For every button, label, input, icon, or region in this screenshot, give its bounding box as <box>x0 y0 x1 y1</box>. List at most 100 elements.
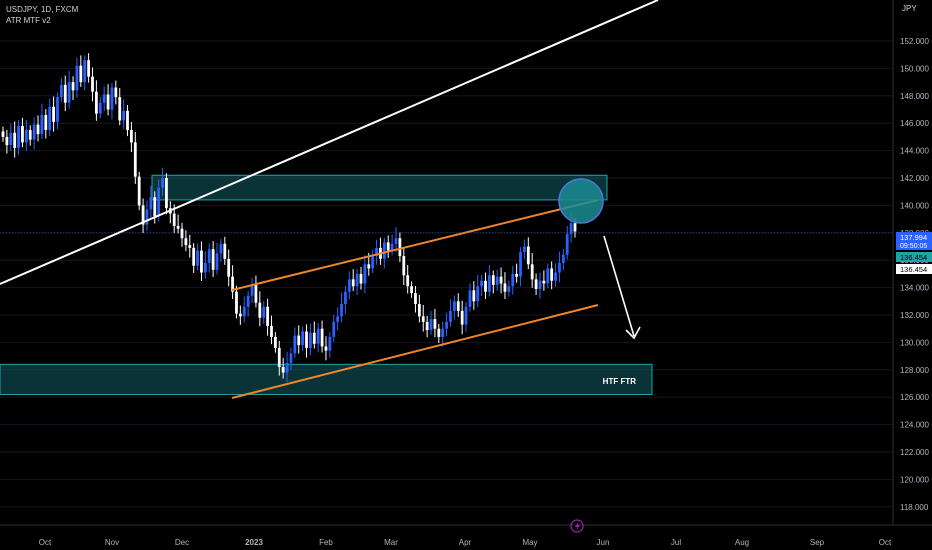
candle-body[interactable] <box>137 176 141 206</box>
candle-body[interactable] <box>153 197 157 217</box>
candle-body[interactable] <box>48 106 52 131</box>
candle-body[interactable] <box>79 65 83 83</box>
candle-body[interactable] <box>211 249 215 270</box>
candle-body[interactable] <box>126 110 129 131</box>
candle-body[interactable] <box>305 331 308 348</box>
candle-body[interactable] <box>523 246 526 252</box>
candle-body[interactable] <box>293 335 297 354</box>
candle-body[interactable] <box>503 283 507 292</box>
candle-body[interactable] <box>192 247 196 266</box>
candle-body[interactable] <box>203 262 207 273</box>
candle-body[interactable] <box>480 280 484 287</box>
candle-body[interactable] <box>110 87 114 110</box>
candle-body[interactable] <box>106 94 110 110</box>
candle-body[interactable] <box>28 130 32 140</box>
candle-body[interactable] <box>414 293 417 305</box>
candle-body[interactable] <box>359 273 363 284</box>
candle-body[interactable] <box>238 313 242 317</box>
candle-body[interactable] <box>250 284 254 296</box>
lightning-icon[interactable] <box>570 519 584 533</box>
candle-body[interactable] <box>355 273 359 287</box>
demand-zone[interactable] <box>0 363 653 395</box>
candle-body[interactable] <box>472 290 476 302</box>
candle-body[interactable] <box>363 264 367 284</box>
candle-body[interactable] <box>371 256 375 269</box>
candle-body[interactable] <box>277 347 281 368</box>
candle-body[interactable] <box>542 280 546 284</box>
candle-body[interactable] <box>200 250 203 273</box>
candle-body[interactable] <box>347 279 351 292</box>
symbol-legend[interactable]: USDJPY, 1D, FXCM <box>6 5 79 14</box>
candle-body[interactable] <box>433 319 437 329</box>
candle-body[interactable] <box>328 336 332 351</box>
candle-body[interactable] <box>188 245 192 248</box>
candle-body[interactable] <box>390 243 394 251</box>
candle-body[interactable] <box>285 362 289 373</box>
candle-body[interactable] <box>410 286 413 294</box>
candle-body[interactable] <box>184 238 188 246</box>
candle-body[interactable] <box>9 132 13 146</box>
candle-body[interactable] <box>91 76 94 92</box>
candle-body[interactable] <box>266 306 269 326</box>
candle-body[interactable] <box>538 280 542 289</box>
candle-body[interactable] <box>445 321 448 329</box>
candle-body[interactable] <box>351 279 355 287</box>
candle-body[interactable] <box>246 295 250 307</box>
candle-body[interactable] <box>565 234 569 255</box>
candle-body[interactable] <box>406 275 410 287</box>
candle-body[interactable] <box>534 279 538 289</box>
candle-body[interactable] <box>75 65 79 91</box>
candle-body[interactable] <box>476 286 480 302</box>
candle-body[interactable] <box>297 335 301 346</box>
candle-body[interactable] <box>71 82 75 91</box>
candle-body[interactable] <box>215 253 219 270</box>
candle-body[interactable] <box>219 243 223 254</box>
candle-body[interactable] <box>254 284 258 303</box>
candle-body[interactable] <box>437 328 441 337</box>
candle-body[interactable] <box>149 197 153 210</box>
candle-body[interactable] <box>5 136 9 146</box>
target-circle[interactable] <box>558 178 604 224</box>
candle-body[interactable] <box>515 273 519 277</box>
candle-body[interactable] <box>17 125 20 148</box>
candle-body[interactable] <box>530 264 534 280</box>
candle-body[interactable] <box>262 306 266 318</box>
candle-body[interactable] <box>161 178 164 188</box>
channel-upper-line[interactable] <box>231 199 599 291</box>
candle-body[interactable] <box>83 60 87 83</box>
candle-body[interactable] <box>1 131 5 137</box>
candle-body[interactable] <box>176 225 180 229</box>
candle-body[interactable] <box>273 336 277 348</box>
candle-body[interactable] <box>52 106 55 122</box>
candle-body[interactable] <box>24 130 28 143</box>
candle-body[interactable] <box>546 268 550 284</box>
candle-body[interactable] <box>172 213 176 226</box>
candle-body[interactable] <box>398 238 402 257</box>
candle-body[interactable] <box>375 247 378 257</box>
candle-body[interactable] <box>63 84 67 103</box>
candle-body[interactable] <box>40 114 44 135</box>
candle-body[interactable] <box>281 367 285 373</box>
candle-body[interactable] <box>301 331 305 346</box>
candle-body[interactable] <box>122 110 126 121</box>
candle-body[interactable] <box>21 125 24 143</box>
candle-body[interactable] <box>196 250 199 266</box>
candle-body[interactable] <box>554 272 557 281</box>
candle-body[interactable] <box>332 321 336 337</box>
candle-body[interactable] <box>223 243 227 259</box>
candle-body[interactable] <box>130 130 133 143</box>
candle-body[interactable] <box>312 332 316 344</box>
candle-body[interactable] <box>324 346 328 351</box>
candle-body[interactable] <box>344 291 347 305</box>
trend-line[interactable] <box>0 0 659 285</box>
candle-body[interactable] <box>157 187 161 217</box>
candle-body[interactable] <box>519 251 522 277</box>
candle-body[interactable] <box>382 242 386 259</box>
candle-body[interactable] <box>94 91 98 114</box>
candle-body[interactable] <box>394 238 398 244</box>
candle-body[interactable] <box>242 306 246 317</box>
candle-body[interactable] <box>507 286 511 292</box>
candle-body[interactable] <box>165 178 168 209</box>
candle-body[interactable] <box>98 102 102 114</box>
